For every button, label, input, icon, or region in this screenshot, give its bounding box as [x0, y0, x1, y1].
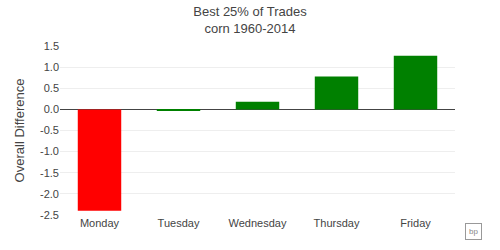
svg-text:0.5: 0.5: [44, 82, 59, 94]
svg-text:Overall Difference: Overall Difference: [12, 79, 27, 183]
svg-text:Monday: Monday: [80, 217, 120, 229]
svg-text:bp: bp: [469, 227, 478, 236]
svg-text:-1.0: -1.0: [40, 145, 59, 157]
svg-text:Wednesday: Wednesday: [229, 217, 287, 229]
svg-text:Thursday: Thursday: [314, 217, 360, 229]
svg-text:-1.5: -1.5: [40, 167, 59, 179]
svg-text:1.0: 1.0: [44, 61, 59, 73]
svg-text:Friday: Friday: [400, 217, 431, 229]
svg-text:-2.5: -2.5: [40, 209, 59, 221]
svg-text:Tuesday: Tuesday: [158, 217, 200, 229]
svg-text:1.5: 1.5: [44, 40, 59, 52]
svg-text:Best 25% of Tradescorn 1960-20: Best 25% of Tradescorn 1960-2014: [193, 4, 307, 36]
svg-text:0.0: 0.0: [44, 103, 59, 115]
svg-text:-2.0: -2.0: [40, 188, 59, 200]
svg-text:-0.5: -0.5: [40, 124, 59, 136]
